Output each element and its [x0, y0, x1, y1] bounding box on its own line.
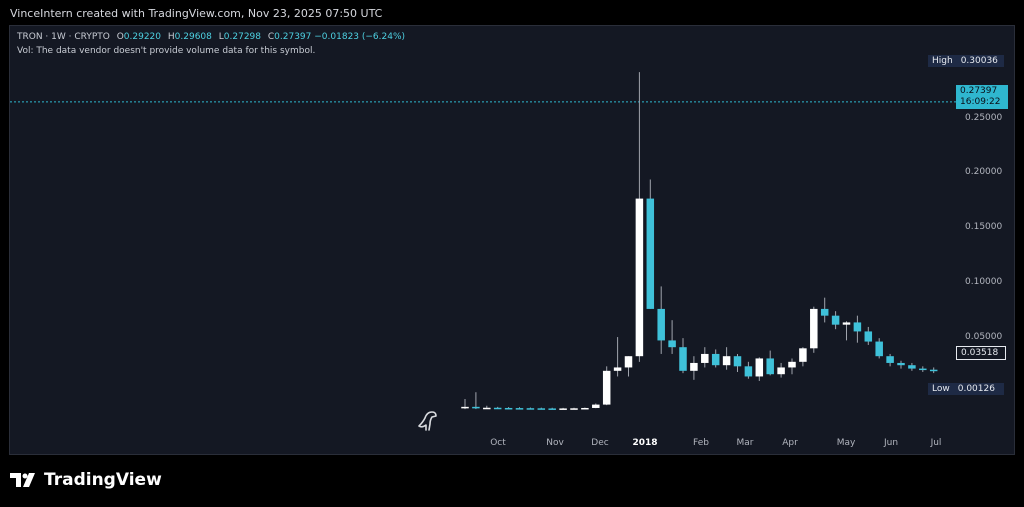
chart-svg[interactable]	[10, 26, 1015, 455]
candle-body[interactable]	[548, 408, 556, 410]
high-tag: High 0.30036	[928, 55, 1004, 67]
candle-body[interactable]	[461, 406, 469, 409]
candle-body[interactable]	[722, 356, 731, 366]
candle-body[interactable]	[777, 367, 785, 375]
low-value: 0.27298	[223, 32, 261, 42]
candle-body[interactable]	[657, 308, 665, 341]
close-label: C	[267, 32, 275, 42]
candle-body[interactable]	[635, 198, 644, 357]
ohlc-legend: TRON · 1W · CRYPTO O0.29220 H0.29608 L0.…	[17, 32, 405, 42]
candle-body[interactable]	[646, 198, 655, 309]
candle-body[interactable]	[602, 370, 611, 405]
candle-body[interactable]	[570, 408, 578, 410]
y-tick-label: 0.20000	[965, 167, 1003, 177]
low-label: L	[218, 32, 224, 42]
high-tag-value: 0.30036	[960, 56, 998, 66]
candle-body[interactable]	[929, 369, 938, 372]
y-tick-label: 0.10000	[965, 277, 1003, 287]
x-tick-label: Jun	[883, 438, 899, 448]
candle-body[interactable]	[755, 358, 764, 377]
candle-body[interactable]	[864, 331, 873, 342]
candle-body[interactable]	[504, 407, 513, 410]
candle-body[interactable]	[581, 407, 589, 410]
brand-name: TradingView	[44, 470, 162, 490]
volume-note: Vol: The data vendor doesn't provide vol…	[17, 46, 316, 56]
current-price-tag: 0.03518	[956, 346, 1006, 360]
candle-body[interactable]	[853, 322, 862, 332]
tradingview-brand[interactable]: TradingView	[10, 470, 162, 490]
change-value: −0.01823 (−6.24%)	[314, 32, 406, 42]
candle-body[interactable]	[472, 406, 480, 409]
candle-body[interactable]	[810, 308, 818, 349]
low-tag-value: 0.00126	[957, 384, 995, 394]
tradingview-logo-icon	[10, 473, 35, 487]
candle-body[interactable]	[483, 407, 491, 410]
open-value: 0.29220	[123, 32, 162, 42]
candle-body[interactable]	[711, 353, 720, 366]
x-tick-label: Nov	[546, 438, 564, 448]
candle-body[interactable]	[701, 353, 709, 363]
y-tick-label: 0.25000	[965, 113, 1003, 123]
candle-body[interactable]	[668, 340, 676, 348]
x-tick-label: Oct	[490, 438, 506, 448]
x-tick-label: 2018	[632, 438, 658, 448]
candle-body[interactable]	[493, 407, 502, 410]
bar-countdown: 16:09:22	[960, 97, 1001, 107]
candle-body[interactable]	[875, 341, 883, 357]
low-tag-label: Low	[932, 384, 950, 394]
low-tag: Low 0.00126	[928, 383, 1004, 395]
candle-body[interactable]	[897, 362, 905, 366]
last-price-value: 0.27397	[960, 86, 998, 96]
candle-body[interactable]	[744, 366, 753, 377]
candle-body[interactable]	[788, 361, 796, 368]
open-label: O	[116, 32, 124, 42]
candle-body[interactable]	[559, 408, 567, 410]
high-value: 0.29608	[174, 32, 212, 42]
candle-body[interactable]	[908, 365, 916, 369]
x-tick-label: Apr	[782, 438, 798, 448]
candle-body[interactable]	[831, 315, 840, 325]
candle-body[interactable]	[919, 368, 927, 371]
candle-body[interactable]	[766, 358, 774, 375]
high-tag-label: High	[932, 56, 953, 66]
candle-body[interactable]	[733, 356, 742, 367]
y-tick-label: 0.15000	[965, 222, 1003, 232]
y-tick-label: 0.05000	[965, 332, 1003, 342]
x-tick-label: Mar	[736, 438, 754, 448]
candle-body[interactable]	[690, 362, 698, 371]
last-price-tag: 0.27397 16:09:22	[956, 85, 1008, 109]
dino-icon	[418, 411, 437, 431]
x-tick-label: Dec	[591, 438, 609, 448]
candle-body[interactable]	[526, 408, 535, 410]
high-label: H	[167, 32, 175, 42]
candles-group	[461, 72, 938, 410]
candle-body[interactable]	[886, 356, 894, 363]
candle-body[interactable]	[592, 404, 600, 408]
chart-credit: VinceIntern created with TradingView.com…	[10, 7, 383, 20]
candle-body[interactable]	[515, 408, 524, 410]
candle-body[interactable]	[842, 322, 851, 325]
candle-body[interactable]	[799, 348, 807, 362]
candle-body[interactable]	[679, 347, 687, 371]
candle-body[interactable]	[537, 408, 546, 410]
x-tick-label: May	[836, 438, 856, 448]
close-value: 0.27397	[274, 32, 312, 42]
candle-body[interactable]	[624, 356, 633, 368]
symbol-label[interactable]: TRON · 1W · CRYPTO	[17, 32, 110, 42]
candle-body[interactable]	[820, 308, 829, 316]
candle-body[interactable]	[613, 367, 622, 371]
x-tick-label: Feb	[693, 438, 709, 448]
x-tick-label: Jul	[930, 438, 942, 448]
chart-panel[interactable]: TRON · 1W · CRYPTO O0.29220 H0.29608 L0.…	[9, 25, 1015, 455]
